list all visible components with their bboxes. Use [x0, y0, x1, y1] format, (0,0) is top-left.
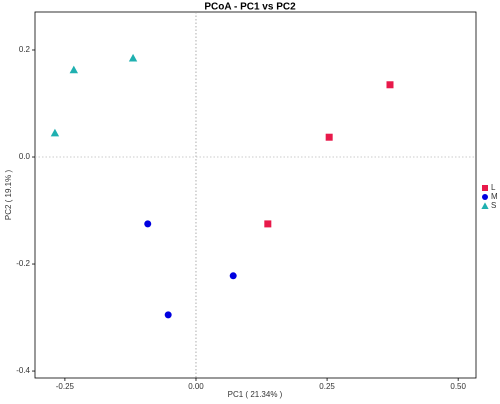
legend-label: S [491, 201, 496, 210]
y-tick-label: -0.2 [16, 259, 30, 268]
x-tick-label: 0.00 [188, 382, 204, 391]
point [144, 220, 152, 228]
point [229, 272, 237, 280]
point [69, 65, 79, 74]
y-tick-label: 0.0 [19, 152, 31, 161]
point [164, 311, 172, 319]
y-axis-label: PC2 ( 19.1% ) [4, 170, 13, 221]
x-tick-label: -0.25 [56, 382, 75, 391]
legend-label: M [491, 192, 498, 201]
plot-frame [34, 11, 477, 379]
point [128, 53, 138, 62]
point [264, 220, 272, 228]
legend-marker [481, 202, 489, 209]
chart-title: PCoA - PC1 vs PC2 [204, 2, 296, 13]
legend-label: L [491, 183, 496, 192]
point [386, 81, 394, 89]
point [325, 133, 333, 141]
legend-marker [482, 185, 488, 191]
legend-marker [482, 194, 488, 200]
x-tick-label: 0.25 [319, 382, 335, 391]
x-tick-label: 0.50 [450, 382, 466, 391]
y-tick-label: -0.4 [16, 366, 30, 375]
y-tick-label: 0.2 [19, 45, 31, 54]
point [50, 128, 60, 137]
x-axis-label: PC1 ( 21.34% ) [228, 390, 283, 399]
